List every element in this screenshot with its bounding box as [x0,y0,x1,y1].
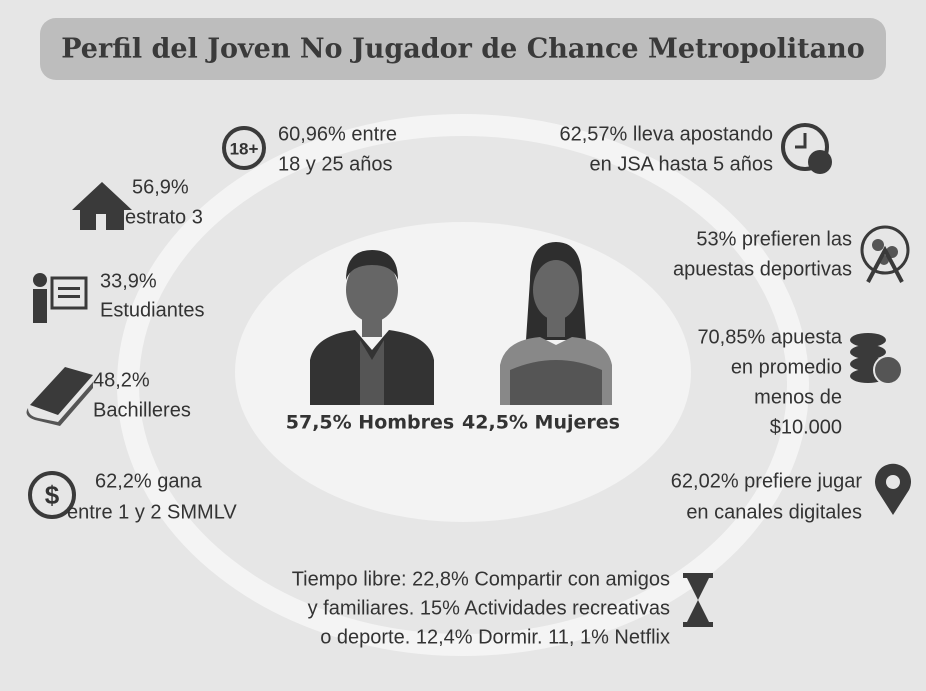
item-text: 56,9% [132,176,189,198]
item-text: 62,2% gana [95,470,203,492]
age-icon-label: 18+ [230,139,259,158]
item-text: en promedio [731,356,842,378]
item-text: Tiempo libre: 22,8% Compartir con amigos [292,568,670,590]
item-text: Bachilleres [93,399,191,421]
inner-ellipse [235,222,691,522]
item-text: $10.000 [770,416,842,438]
item-text: o deporte. 12,4% Dormir. 11, 1% Netflix [320,626,670,648]
item-text: 48,2% [93,369,150,391]
men-label: 57,5% Hombres [286,412,454,434]
item-text: menos de [754,386,842,408]
item-text: 62,02% prefiere jugar [671,470,863,492]
item-text: 62,57% lleva apostando [560,123,774,145]
item-text: Estudiantes [100,299,205,321]
item-text: 70,85% apuesta [697,326,842,348]
item-text: entre 1 y 2 SMMLV [67,501,237,523]
item-text: 60,96% entre [278,123,397,145]
item-text: 33,9% [100,270,157,292]
item-text: 18 y 25 años [278,153,393,175]
item-text: en canales digitales [686,501,862,523]
item-text: en JSA hasta 5 años [590,153,773,175]
item-text: 53% prefieren las [696,228,852,250]
item-text: estrato 3 [125,206,203,228]
item-text: apuestas deportivas [673,258,852,280]
dollar-icon-label: $ [45,480,60,510]
item-text: y familiares. 15% Actividades recreativa… [308,597,670,619]
title: Perfil del Joven No Jugador de Chance Me… [61,34,865,65]
women-label: 42,5% Mujeres [462,412,620,434]
infographic: Perfil del Joven No Jugador de Chance Me… [0,0,926,691]
